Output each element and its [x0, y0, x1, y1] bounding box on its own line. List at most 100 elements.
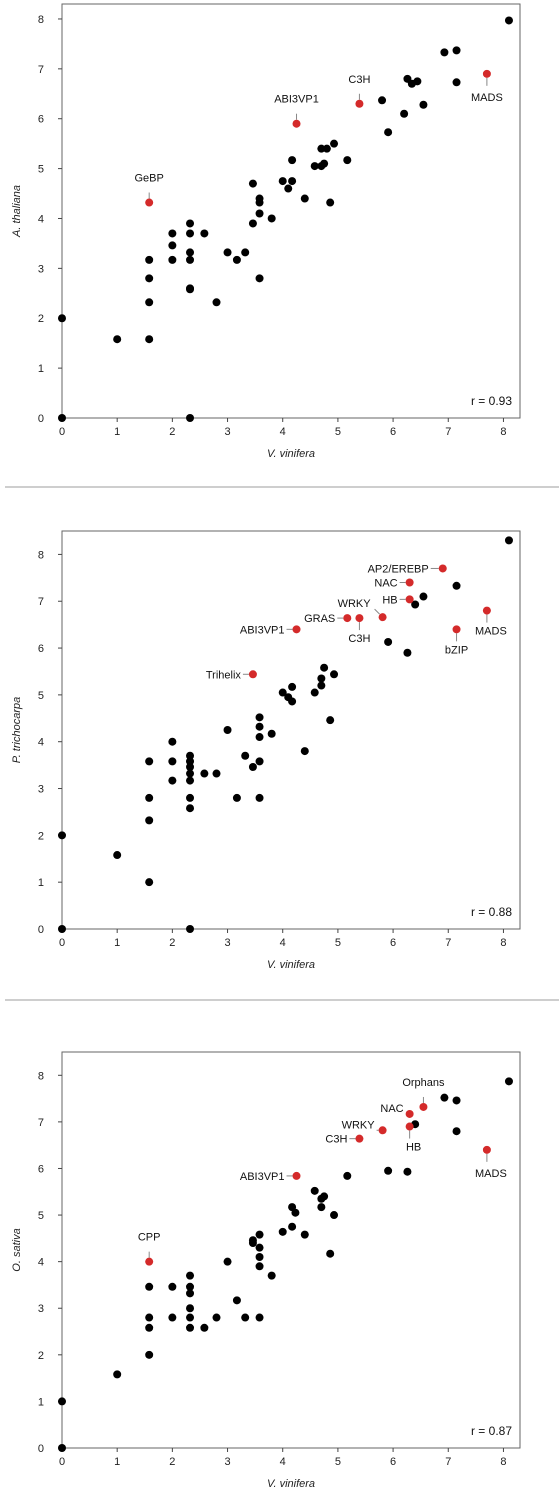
data-point: [212, 769, 221, 778]
data-point: [241, 248, 250, 257]
data-point: [413, 77, 422, 86]
data-point: [326, 716, 335, 725]
point-label: HB: [406, 1142, 421, 1154]
x-tick-label: 4: [280, 1456, 286, 1468]
data-point: [58, 1444, 66, 1452]
data-point: [267, 214, 276, 223]
highlight-point: [292, 119, 301, 128]
point-label: HB: [382, 594, 397, 606]
y-tick-label: 8: [38, 549, 44, 561]
data-point: [200, 769, 209, 778]
x-tick-label: 0: [59, 1456, 65, 1468]
point-label: NAC: [380, 1103, 403, 1115]
y-tick-label: 7: [38, 1117, 44, 1129]
point-label: CPP: [138, 1232, 161, 1244]
data-point: [186, 255, 195, 264]
data-point: [378, 96, 387, 105]
highlight-point: [405, 578, 414, 587]
y-tick-label: 5: [38, 164, 44, 176]
x-tick-label: 7: [445, 1456, 451, 1468]
data-point: [300, 1230, 309, 1239]
x-tick-label: 3: [224, 426, 230, 438]
data-point: [186, 769, 195, 778]
data-point: [288, 682, 297, 691]
data-point: [186, 762, 195, 771]
data-point: [317, 1203, 326, 1212]
data-point: [255, 1243, 264, 1252]
label-leader: [374, 608, 380, 615]
x-tick-label: 0: [59, 937, 65, 949]
point-label: MADS: [475, 1168, 507, 1180]
point-label: AP2/EREBP: [368, 563, 429, 575]
point-label: Orphans: [402, 1077, 445, 1089]
point-label: MADS: [471, 92, 503, 104]
point-label: Trihelix: [206, 669, 242, 681]
x-tick-label: 8: [500, 426, 506, 438]
highlight-point: [292, 1171, 301, 1180]
data-point: [452, 1127, 461, 1136]
x-tick-label: 4: [280, 426, 286, 438]
data-point: [330, 139, 339, 148]
data-point: [411, 600, 420, 609]
y-tick-label: 4: [38, 213, 44, 225]
x-tick-label: 4: [280, 937, 286, 949]
data-point: [440, 48, 449, 57]
data-point: [186, 1323, 195, 1332]
x-tick-label: 7: [445, 937, 451, 949]
data-point: [504, 16, 513, 25]
correlation-annotation: r = 0.93: [471, 394, 512, 408]
data-point: [168, 776, 177, 785]
y-axis-label: A. thaliana: [11, 185, 23, 238]
data-point: [384, 128, 393, 137]
x-tick-label: 5: [335, 1456, 341, 1468]
highlight-point: [292, 625, 301, 634]
data-point: [310, 162, 319, 171]
y-tick-label: 1: [38, 1396, 44, 1408]
data-point: [168, 737, 177, 746]
data-point: [186, 248, 195, 257]
data-point: [400, 109, 409, 118]
data-point: [168, 255, 177, 264]
x-tick-label: 5: [335, 937, 341, 949]
x-tick-label: 7: [445, 426, 451, 438]
y-tick-label: 8: [38, 14, 44, 26]
x-axis-label: V. vinifera: [267, 1478, 315, 1490]
x-axis-label: V. vinifera: [267, 448, 315, 460]
y-tick-label: 0: [38, 1443, 44, 1455]
highlight-point: [405, 595, 414, 604]
data-point: [186, 1289, 195, 1298]
y-tick-label: 0: [38, 924, 44, 936]
data-point: [113, 851, 122, 860]
data-point: [248, 179, 257, 188]
data-point: [343, 156, 352, 165]
y-tick-label: 6: [38, 114, 44, 126]
x-tick-label: 3: [224, 937, 230, 949]
data-point: [186, 751, 195, 760]
y-tick-label: 6: [38, 1163, 44, 1175]
data-point: [113, 1370, 122, 1379]
data-point: [278, 1227, 287, 1236]
panel-osativa: 0 1 2 3 4 5 6 7 8 0 1 2 3 4 5 6 7 8 V. vinifera O. sativa r …: [11, 1051, 521, 1490]
data-point: [504, 1077, 513, 1086]
x-tick-label: 8: [500, 1456, 506, 1468]
data-point: [168, 241, 177, 250]
data-point: [223, 1257, 232, 1266]
x-tick-label: 1: [114, 937, 120, 949]
y-tick-label: 2: [38, 313, 44, 325]
y-axis-label: O. sativa: [11, 1228, 23, 1271]
x-tick-label: 8: [500, 937, 506, 949]
x-tick-label: 0: [59, 426, 65, 438]
data-point: [300, 747, 309, 756]
y-tick-label: 1: [38, 877, 44, 889]
data-point: [223, 248, 232, 257]
data-point: [255, 733, 264, 742]
highlight-point: [482, 606, 491, 615]
data-point: [145, 1313, 154, 1322]
data-point: [186, 776, 195, 785]
data-point: [145, 757, 154, 766]
data-point: [300, 194, 309, 203]
y-tick-label: 7: [38, 64, 44, 76]
point-label: GeBP: [135, 173, 164, 185]
data-point: [317, 674, 326, 683]
data-point: [326, 1249, 335, 1258]
